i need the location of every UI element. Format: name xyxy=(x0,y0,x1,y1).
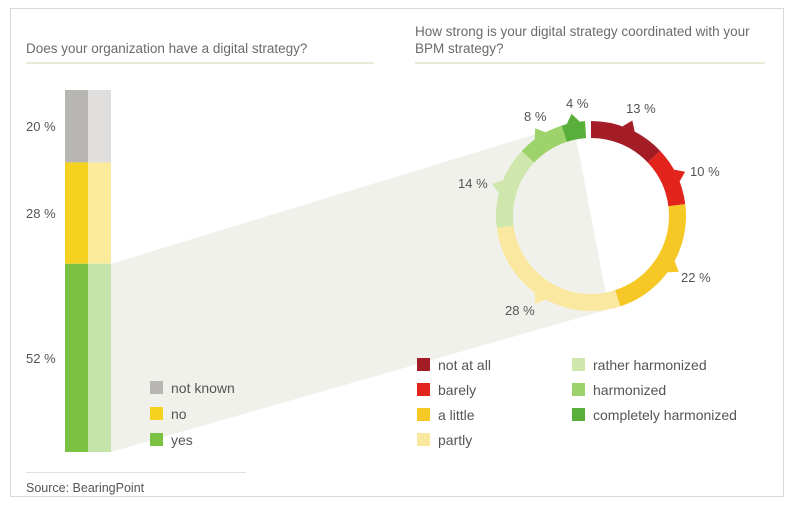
source-rule xyxy=(26,472,246,473)
donut-value-label-completely-harmonized: 4 % xyxy=(566,96,589,111)
donut-legend-label-not-at-all: not at all xyxy=(438,357,491,373)
bar-value-label-not-known: 20 % xyxy=(26,119,56,134)
donut-pointer-completely-harmonized xyxy=(566,113,580,125)
donut-legend-swatch-completely-harmonized xyxy=(572,408,585,421)
donut-pointer-a-little xyxy=(667,261,679,273)
bar-segment-yes xyxy=(65,263,88,452)
donut-value-label-partly: 28 % xyxy=(505,303,535,318)
chart-frame xyxy=(10,8,784,497)
donut-pointer-rather-harmonized xyxy=(492,180,503,194)
connector-band xyxy=(111,122,609,452)
donut-pointer-partly xyxy=(534,292,546,304)
bar-legend-swatch-yes xyxy=(150,433,163,446)
donut-legend-label-partly: partly xyxy=(438,432,472,448)
donut-legend-swatch-partly xyxy=(417,433,430,446)
donut-legend-label-completely-harmonized: completely harmonized xyxy=(593,407,737,423)
bar-value-label-yes: 52 % xyxy=(26,351,56,366)
bar-legend-swatch-no xyxy=(150,407,163,420)
bar-segment-not-known xyxy=(65,90,88,163)
left-title-rule xyxy=(26,62,374,64)
donut-legend-swatch-not-at-all xyxy=(417,358,430,371)
donut-slice-rather-harmonized xyxy=(496,150,535,228)
donut-slice-completely-harmonized xyxy=(561,121,587,142)
bar-segment-yes-light xyxy=(88,263,111,452)
donut-pointer-barely xyxy=(673,169,686,182)
bar-legend-label-not-known: not known xyxy=(171,380,235,396)
donut-legend-label-barely: barely xyxy=(438,382,476,398)
bar-value-label-no: 28 % xyxy=(26,206,56,221)
donut-legend-swatch-rather-harmonized xyxy=(572,358,585,371)
donut-legend-label-harmonized: harmonized xyxy=(593,382,666,398)
right-chart-title: How strong is your digital strategy coor… xyxy=(415,24,750,56)
donut-legend-label-rather-harmonized: rather harmonized xyxy=(593,357,707,373)
bar-segment-no xyxy=(65,162,88,264)
donut-slice-partly xyxy=(496,225,621,311)
donut-slice-not-at-all xyxy=(591,121,661,163)
donut-value-label-not-at-all: 13 % xyxy=(626,101,656,116)
bar-segment-not-known-light xyxy=(88,90,111,163)
right-title-rule xyxy=(415,62,765,64)
bar-legend-swatch-not-known xyxy=(150,381,163,394)
bar-legend-label-yes: yes xyxy=(171,432,193,448)
donut-pointer-not-at-all xyxy=(622,120,635,132)
donut-slice-a-little xyxy=(615,204,686,307)
source-note: Source: BearingPoint xyxy=(26,481,145,495)
donut-value-label-barely: 10 % xyxy=(690,164,720,179)
donut-legend-label-a-little: a little xyxy=(438,407,475,423)
bar-segment-no-light xyxy=(88,162,111,264)
left-chart-title: Does your organization have a digital st… xyxy=(26,41,308,56)
donut-legend-swatch-harmonized xyxy=(572,383,585,396)
donut-value-label-a-little: 22 % xyxy=(681,270,711,285)
donut-value-label-harmonized: 8 % xyxy=(524,109,547,124)
donut-value-label-rather-harmonized: 14 % xyxy=(458,176,488,191)
donut-legend-swatch-barely xyxy=(417,383,430,396)
bar-legend-label-no: no xyxy=(171,406,187,422)
donut-slice-harmonized xyxy=(521,125,567,163)
donut-legend-swatch-a-little xyxy=(417,408,430,421)
donut-slice-barely xyxy=(647,150,686,207)
donut-pointer-harmonized xyxy=(534,128,546,140)
